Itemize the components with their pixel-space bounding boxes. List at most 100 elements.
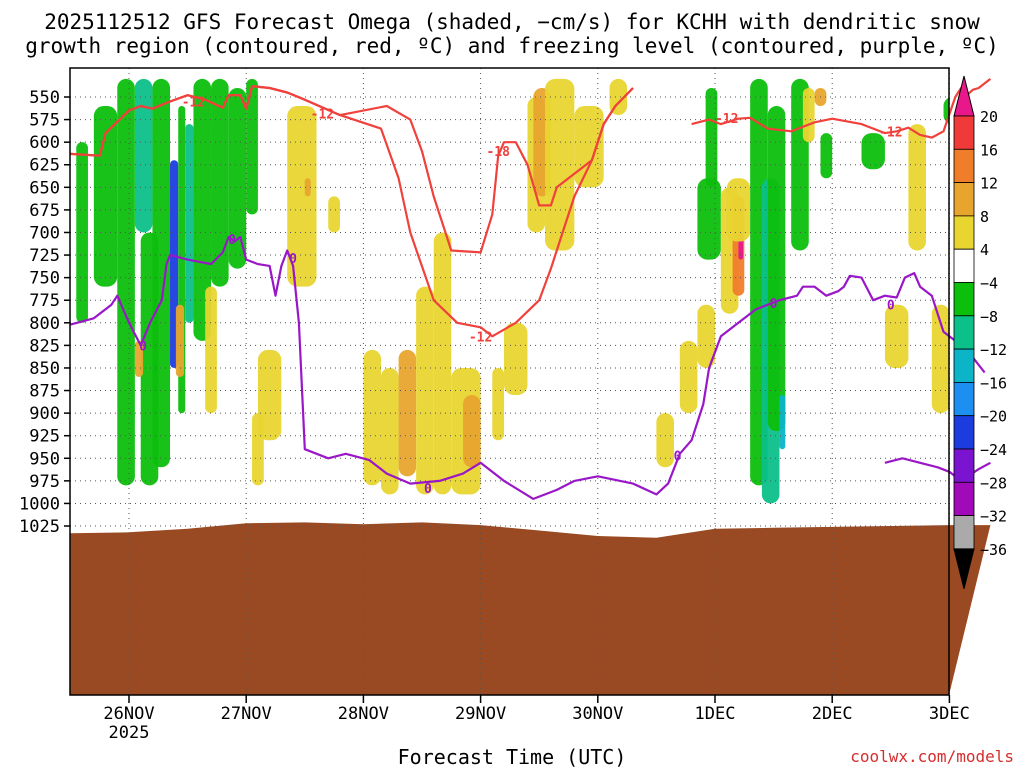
omega-shade-region	[492, 367, 505, 441]
omega-shading-layer	[76, 78, 949, 504]
x-axis: 26NOV 27NOV 28NOV 29NOV 30NOV 1DEC 2DEC 3DEC 202…	[103, 695, 970, 743]
omega-shade-region	[779, 395, 786, 450]
omega-shade-region	[861, 133, 885, 170]
y-tick-label: 700	[29, 223, 60, 243]
colorbar-segment	[953, 481, 975, 516]
freezing-contour-label: 0	[674, 450, 682, 465]
omega-shade-region	[697, 304, 715, 368]
colorbar-segment	[953, 448, 975, 483]
colorbar-label: −28	[980, 474, 1007, 492]
freezing-contour-label: 0	[228, 233, 236, 248]
omega-shade-region	[504, 322, 528, 396]
omega-shade-region	[117, 78, 135, 486]
omega-shade-region	[257, 349, 282, 441]
x-tick-label: 27NOV	[221, 704, 272, 724]
omega-shade-region	[193, 78, 212, 341]
freezing-contour-label: 0	[139, 339, 147, 354]
omega-shade-region	[767, 106, 786, 432]
omega-shade-region	[609, 78, 628, 116]
colorbar-label: −12	[980, 341, 1007, 359]
colorbar-label: 4	[980, 241, 989, 259]
y-tick-label: 750	[29, 269, 60, 289]
x-tick-label: 26NOV	[103, 704, 154, 724]
colorbar-label: 20	[980, 108, 998, 126]
colorbar-segment	[953, 115, 975, 150]
colorbar-bottom-arrow	[953, 548, 975, 590]
contour-layer: -12 -12 -18 -12 -12 -12 0 0 0 0 0 0 0	[70, 78, 992, 500]
terrain-fill	[70, 522, 991, 695]
omega-shade-region	[656, 413, 674, 468]
omega-shade-region	[545, 78, 575, 251]
freezing-level-contour-right	[884, 457, 991, 482]
colorbar-segment	[953, 182, 975, 217]
y-tick-label: 675	[29, 201, 60, 221]
colorbar-label: 16	[980, 141, 998, 159]
y-tick-label: 775	[29, 291, 60, 311]
colorbar-segment	[953, 315, 975, 350]
y-tick-label: 725	[29, 246, 60, 266]
x-tick-label: 30NOV	[572, 704, 623, 724]
colorbar: 20 16 12 8 4 −4 −8 −12 −16 −20 −24 −28 −32 −36	[953, 75, 1007, 590]
colorbar-label: −8	[980, 308, 998, 326]
y-tick-label: 875	[29, 382, 60, 402]
y-tick-label: 950	[29, 449, 60, 469]
omega-shade-region	[363, 349, 381, 486]
freezing-level-contour	[70, 235, 986, 500]
x-year-label: 2025	[109, 723, 150, 743]
y-tick-label: 975	[29, 472, 60, 492]
x-tick-label: 28NOV	[338, 704, 389, 724]
omega-shade-region	[416, 286, 434, 495]
dgz-lower-contour	[70, 85, 634, 338]
y-tick-label: 625	[29, 156, 60, 176]
omega-shade-region	[820, 133, 833, 179]
terrain-layer	[70, 522, 991, 695]
colorbar-segment	[953, 148, 975, 184]
omega-shade-region	[304, 178, 311, 197]
y-tick-label: 650	[29, 178, 60, 198]
dgz-contour-label: -12	[715, 112, 738, 127]
colorbar-label: 12	[980, 175, 998, 193]
omega-shade-region	[205, 286, 217, 414]
x-tick-label: 1DEC	[695, 704, 736, 724]
y-tick-label: 925	[29, 427, 60, 447]
colorbar-label: −24	[980, 441, 1007, 459]
omega-shade-region	[211, 78, 229, 287]
omega-shade-region	[328, 196, 340, 233]
omega-shade-region	[574, 106, 604, 188]
omega-shade-region	[76, 142, 88, 323]
colorbar-label: −32	[980, 508, 1007, 526]
omega-shade-region	[697, 178, 721, 260]
omega-shade-region	[726, 178, 751, 242]
colorbar-segment	[953, 282, 975, 317]
plot-frame	[69, 67, 950, 696]
y-tick-label: 1025	[19, 517, 60, 537]
y-tick-label: 1000	[19, 494, 60, 514]
colorbar-label: −4	[980, 275, 998, 293]
omega-shade-region	[152, 78, 171, 468]
colorbar-segment	[953, 381, 975, 417]
y-tick-label: 900	[29, 404, 60, 424]
chart-title-line-2: growth region (contoured, red, ºC) and f…	[25, 34, 999, 58]
credit-link[interactable]: coolwx.com/models	[850, 747, 1014, 766]
omega-shade-region	[175, 304, 185, 377]
colorbar-label: 8	[980, 208, 989, 226]
y-tick-label: 600	[29, 133, 60, 153]
omega-shade-region	[433, 232, 452, 495]
colorbar-segment	[953, 415, 975, 450]
omega-shade-region	[463, 395, 481, 468]
omega-shade-region	[802, 87, 815, 143]
omega-shade-region	[185, 124, 194, 323]
colorbar-segment	[953, 348, 975, 383]
colorbar-segment	[953, 515, 975, 550]
x-tick-label: 2DEC	[812, 704, 853, 724]
omega-shade-region	[246, 78, 258, 215]
colorbar-segment	[953, 248, 975, 283]
freezing-contour-label: 0	[424, 482, 432, 497]
y-tick-label: 575	[29, 111, 60, 131]
omega-shade-region	[380, 367, 399, 495]
x-tick-label: 3DEC	[929, 704, 970, 724]
colorbar-label: −20	[980, 408, 1007, 426]
omega-shade-region	[134, 340, 144, 377]
